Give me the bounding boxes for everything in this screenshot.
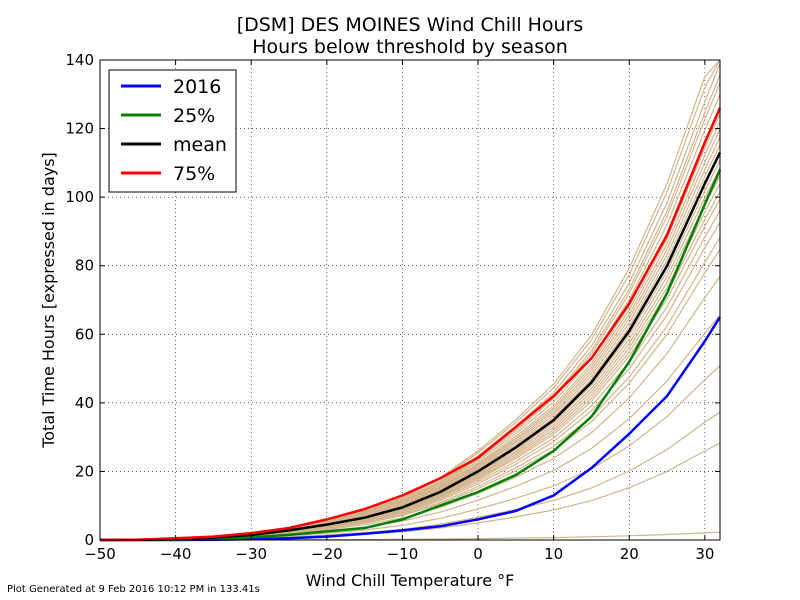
x-tick-label: 20 bbox=[620, 545, 639, 563]
legend-label: 25% bbox=[173, 105, 215, 127]
legend-label: mean bbox=[173, 134, 227, 156]
footer-note: Plot Generated at 9 Feb 2016 10:12 PM in… bbox=[7, 584, 260, 595]
x-tick-label: 0 bbox=[473, 545, 483, 563]
plot-frame bbox=[99, 59, 721, 541]
y-tick-label: 60 bbox=[75, 325, 94, 343]
y-tick-label: 120 bbox=[65, 120, 94, 138]
x-tick-label: −40 bbox=[160, 545, 192, 563]
series-line-75pct bbox=[99, 107, 722, 542]
y-tick-label: 80 bbox=[75, 257, 94, 275]
chart-subtitle: Hours below threshold by season bbox=[252, 36, 568, 58]
axis-ticks: −50 −40 −30 −20 −10 0 10 20 30 0 20 40 60 80 100 120 140 bbox=[65, 51, 720, 563]
legend-label: 2016 bbox=[173, 76, 221, 98]
y-tick-label: 0 bbox=[84, 531, 94, 549]
x-tick-label: −20 bbox=[311, 545, 343, 563]
x-tick-label: 30 bbox=[695, 545, 714, 563]
x-axis-label: Wind Chill Temperature °F bbox=[306, 571, 515, 590]
legend-items: 2016 25% mean 75% bbox=[121, 76, 227, 185]
series-line-25pct bbox=[100, 169, 722, 542]
grid-lines bbox=[100, 60, 720, 540]
season-line bbox=[99, 183, 721, 541]
x-tick-label: 10 bbox=[544, 545, 563, 563]
x-tick-label: −50 bbox=[84, 545, 116, 563]
y-axis-label: Total Time Hours [expressed in days] bbox=[39, 152, 58, 449]
x-tick-label: −30 bbox=[235, 545, 267, 563]
chart-title: [DSM] DES MOINES Wind Chill Hours bbox=[237, 14, 584, 36]
y-tick-label: 140 bbox=[65, 51, 94, 69]
y-tick-label: 100 bbox=[65, 188, 94, 206]
y-tick-label: 40 bbox=[75, 394, 94, 412]
legend-label: 75% bbox=[173, 163, 215, 185]
x-tick-label: −10 bbox=[387, 545, 419, 563]
legend: 2016 25% mean 75% bbox=[108, 69, 237, 193]
y-tick-label: 20 bbox=[75, 462, 94, 480]
season-line bbox=[99, 411, 721, 541]
